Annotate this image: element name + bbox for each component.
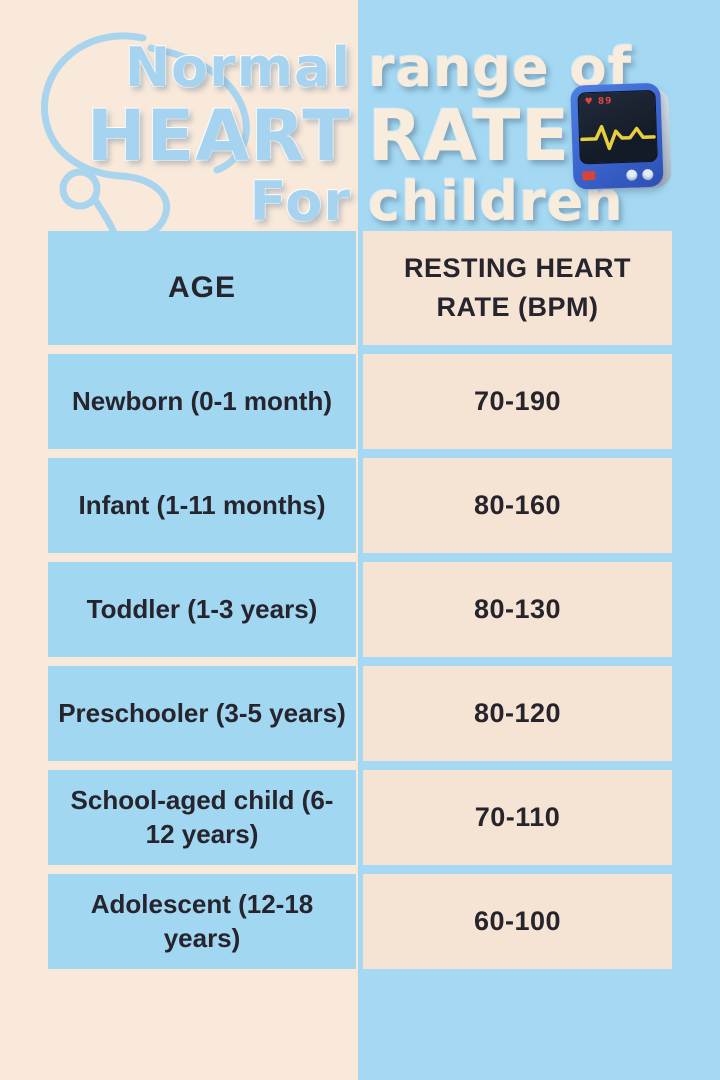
table-row-adolescent-age: Adolescent (12-18 years): [48, 874, 356, 969]
table-row-preschooler-bpm: 80-120: [363, 666, 672, 761]
monitor-dial-button-2: [642, 168, 654, 181]
monitor-pulse-value: 89: [597, 96, 613, 107]
monitor-pulse-readout: ♥ 89: [584, 96, 613, 108]
ecg-waveform-icon: [580, 124, 656, 151]
title-word-heart: HEART: [86, 95, 351, 177]
title-word-normal: Normal: [124, 36, 351, 99]
heart-monitor-icon: ♥ 89: [570, 82, 674, 193]
table-row-school-aged-bpm: 70-110: [363, 770, 672, 865]
page-title: Normal range of HEART RATE For children: [0, 36, 720, 232]
table-row-preschooler-age: Preschooler (3-5 years): [48, 666, 356, 761]
heart-rate-table: AGE RESTING HEART RATE (BPM) Newborn (0-…: [48, 231, 672, 969]
monitor-red-button: [582, 170, 596, 181]
column-header-age: AGE: [48, 231, 356, 345]
title-line-2: HEART RATE: [0, 100, 720, 172]
table-row-toddler-age: Toddler (1-3 years): [48, 562, 356, 657]
table-row-toddler-bpm: 80-130: [363, 562, 672, 657]
table-row-adolescent-bpm: 60-100: [363, 874, 672, 969]
table-row-infant-age: Infant (1-11 months): [48, 458, 356, 553]
table-row-infant-bpm: 80-160: [363, 458, 672, 553]
title-word-for: For: [249, 170, 351, 233]
monitor-dial-button-1: [626, 169, 638, 181]
table-row-newborn-bpm: 70-190: [363, 354, 672, 449]
table-row-school-aged-age: School-aged child (6-12 years): [48, 770, 356, 865]
column-header-resting-heart-rate-label: RESTING HEART RATE (BPM): [403, 252, 631, 322]
column-header-resting-heart-rate: RESTING HEART RATE (BPM): [363, 231, 672, 345]
title-word-rate: RATE: [368, 95, 571, 177]
monitor-front-panel: ♥ 89: [570, 82, 664, 190]
table-row-newborn-age: Newborn (0-1 month): [48, 354, 356, 449]
monitor-screen: ♥ 89: [577, 89, 658, 165]
